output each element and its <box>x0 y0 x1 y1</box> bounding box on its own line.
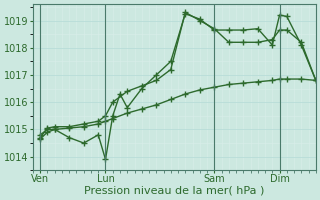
X-axis label: Pression niveau de la mer( hPa ): Pression niveau de la mer( hPa ) <box>84 186 265 196</box>
